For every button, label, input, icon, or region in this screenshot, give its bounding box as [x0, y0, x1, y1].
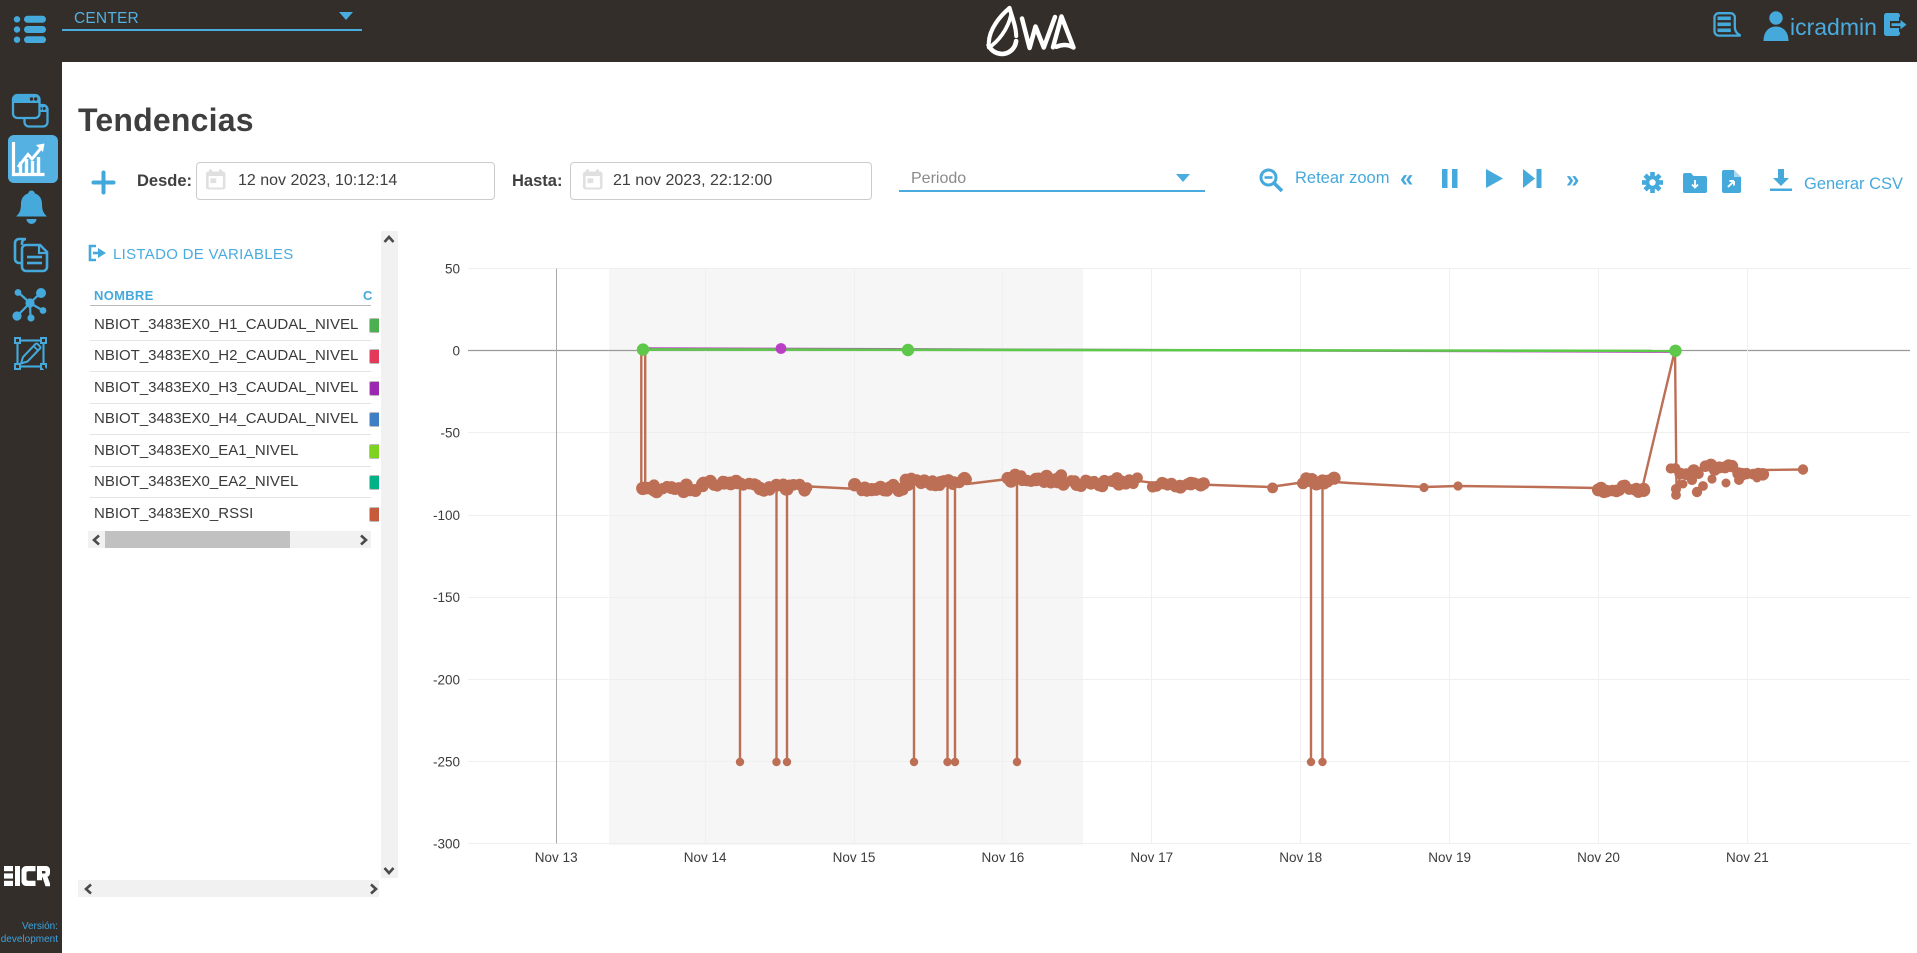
svg-text:Nov 17: Nov 17: [1130, 850, 1173, 865]
svg-text:-300: -300: [433, 837, 460, 852]
svg-text:-100: -100: [433, 508, 460, 523]
svg-text:Nov 13: Nov 13: [535, 850, 578, 865]
svg-text:50: 50: [445, 261, 460, 276]
svg-text:Nov 15: Nov 15: [833, 850, 876, 865]
svg-text:-150: -150: [433, 590, 460, 605]
svg-text:0: 0: [452, 344, 460, 359]
svg-text:Nov 20: Nov 20: [1577, 850, 1620, 865]
svg-text:Nov 16: Nov 16: [982, 850, 1025, 865]
svg-text:-250: -250: [433, 755, 460, 770]
svg-text:Nov 18: Nov 18: [1279, 850, 1322, 865]
svg-text:-50: -50: [440, 426, 460, 441]
svg-text:-200: -200: [433, 672, 460, 687]
svg-text:Nov 21: Nov 21: [1726, 850, 1769, 865]
svg-text:Nov 14: Nov 14: [684, 850, 727, 865]
svg-text:Nov 19: Nov 19: [1428, 850, 1471, 865]
